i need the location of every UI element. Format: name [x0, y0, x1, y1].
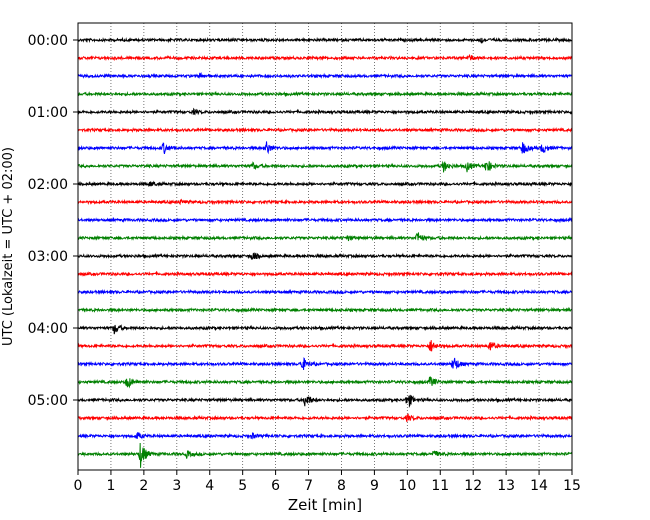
x-tick-label: 14 — [530, 478, 548, 494]
trace-0200 — [77, 180, 573, 188]
x-tick-label: 12 — [464, 478, 482, 494]
trace-0315 — [77, 270, 573, 278]
trace-0100 — [77, 107, 573, 116]
y-tick-label: 00:00 — [28, 33, 68, 49]
trace-0545 — [77, 442, 573, 468]
trace-0400 — [77, 324, 573, 335]
trace-0300 — [77, 252, 573, 260]
y-tick-label: 02:00 — [28, 177, 68, 193]
x-tick-label: 1 — [106, 478, 115, 494]
grid-lines — [77, 23, 573, 470]
trace-0430 — [77, 357, 573, 371]
trace-0145 — [77, 160, 573, 173]
x-tick-label: 5 — [238, 478, 247, 494]
x-tick-label: 10 — [398, 478, 416, 494]
trace-0045 — [77, 90, 573, 98]
trace-0330 — [77, 288, 573, 296]
y-tick-label: 05:00 — [28, 393, 68, 409]
y-tick-label: 04:00 — [28, 321, 68, 337]
y-tick-label: 03:00 — [28, 249, 68, 265]
x-tick-label: 15 — [563, 478, 581, 494]
trace-0015 — [77, 54, 573, 62]
trace-0530 — [77, 431, 573, 440]
x-axis-label: Zeit [min] — [288, 496, 362, 514]
y-axis-label: UTC (Lokalzeit = UTC + 02:00) — [1, 147, 16, 346]
plot-frame — [77, 22, 573, 471]
x-tick-label: 2 — [139, 478, 148, 494]
x-tick-label: 9 — [370, 478, 379, 494]
trace-0500 — [77, 394, 573, 409]
trace-0415 — [77, 340, 573, 352]
trace-0130 — [77, 141, 573, 155]
x-tick-label: 13 — [497, 478, 515, 494]
x-tick-label: 7 — [304, 478, 313, 494]
x-tick-label: 11 — [431, 478, 449, 494]
trace-0000 — [77, 36, 573, 44]
y-axis-ticks: 00:00 01:00 02:00 03:00 04:00 05:00 — [28, 33, 78, 409]
trace-layer — [77, 36, 573, 468]
x-tick-label: 6 — [271, 478, 280, 494]
trace-0230 — [77, 216, 573, 224]
trace-0445 — [77, 376, 573, 389]
x-tick-label: 0 — [74, 478, 83, 494]
x-axis-ticks: 0 1 2 3 4 5 6 7 8 9 10 11 12 13 14 15 — [74, 470, 581, 494]
x-tick-label: 8 — [337, 478, 346, 494]
x-tick-label: 3 — [172, 478, 181, 494]
trace-0345 — [77, 306, 573, 314]
x-tick-label: 4 — [205, 478, 214, 494]
trace-0030 — [77, 72, 573, 80]
y-tick-label: 01:00 — [28, 105, 68, 121]
trace-0215 — [77, 198, 573, 206]
trace-0515 — [77, 413, 573, 422]
trace-0245 — [77, 232, 573, 242]
trace-0115 — [77, 126, 573, 134]
